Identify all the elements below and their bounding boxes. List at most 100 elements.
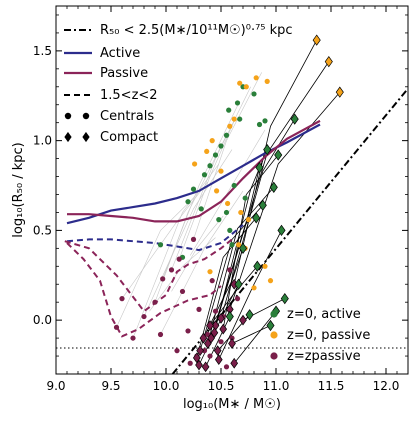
compact-track-line	[231, 325, 271, 344]
green-point	[242, 195, 248, 201]
compact-diamond-start	[253, 260, 262, 272]
x-tick-label: 11.5	[318, 379, 345, 393]
track-line	[116, 197, 194, 328]
compact-track-line	[207, 187, 275, 344]
green-point	[218, 143, 224, 149]
legend-label: Passive	[100, 66, 148, 81]
green-point	[198, 206, 204, 212]
purple-point	[176, 256, 182, 262]
track-line	[154, 135, 227, 303]
legend-label: Compact	[100, 130, 158, 145]
legend-diamond-marker	[82, 131, 90, 143]
purple-point	[174, 348, 180, 354]
compact-diamond-start	[266, 319, 275, 332]
green-point	[201, 172, 208, 178]
compact-diamond-start	[245, 309, 254, 321]
purple-point	[157, 331, 164, 338]
compact-track-line	[196, 217, 257, 358]
compact-track-line	[218, 230, 282, 360]
y-tick-label: 1.0	[33, 134, 52, 148]
x-axis-label: log₁₀(M∗ / M☉)	[183, 397, 281, 412]
compact-diamond-start	[324, 56, 333, 68]
legend-label: R₅₀ < 2.5(M∗/10¹¹M☉)⁰·⁷⁵ kpc	[100, 23, 293, 38]
compact-track-line	[233, 310, 277, 364]
compact-diamond-start	[280, 292, 289, 305]
track-line	[132, 163, 220, 339]
y-tick-label: 0.0	[33, 313, 52, 327]
orange-point	[245, 217, 252, 223]
purple-point	[152, 299, 158, 305]
purple-point	[212, 308, 219, 314]
purple-point	[223, 364, 230, 370]
compact-track-line	[199, 205, 264, 351]
purple-point	[201, 348, 208, 354]
compact-diamond-start	[225, 310, 234, 323]
green-point	[207, 163, 213, 169]
green-point	[234, 100, 241, 106]
orange-point	[251, 285, 257, 291]
orange-point	[192, 161, 198, 167]
compact-diamond-start	[252, 212, 261, 224]
orange-point	[253, 75, 259, 81]
green-point	[223, 209, 230, 216]
legend-orange-marker	[270, 331, 278, 339]
legend-purple-marker	[270, 352, 278, 360]
green-point	[237, 116, 243, 122]
orange-point	[218, 168, 224, 174]
compact-diamond-start	[290, 113, 299, 125]
compact-diamond-end	[239, 314, 247, 326]
purple-point	[130, 335, 136, 341]
green-point	[185, 199, 191, 205]
compact-diamond-start	[234, 278, 243, 290]
purple-point	[190, 236, 197, 242]
purple-point	[141, 313, 147, 320]
compact-diamond-end	[199, 332, 208, 344]
orange-point	[236, 242, 242, 248]
green-point	[229, 242, 235, 248]
purple-point	[207, 353, 213, 359]
purple-point	[229, 335, 235, 341]
compact-track-line	[220, 118, 296, 319]
purple-point	[113, 324, 120, 330]
compact-diamond-end	[219, 323, 228, 335]
compact-diamond-end	[217, 312, 225, 324]
green-point	[212, 152, 219, 158]
purple-point	[209, 278, 215, 284]
orange-point	[207, 269, 213, 275]
green-point	[256, 121, 263, 128]
green-point	[216, 217, 222, 223]
compact-diamond-end	[196, 345, 204, 357]
compact-diamond-start	[335, 86, 344, 98]
compact-diamond-end	[228, 338, 236, 349]
purple-point	[179, 288, 186, 295]
x-tick-label: 12.0	[373, 379, 400, 393]
compact-diamond-start	[263, 143, 272, 156]
orange-point	[225, 200, 231, 207]
legend-circle-marker	[64, 112, 72, 120]
orange-point	[262, 263, 268, 269]
compact-diamond-start	[277, 224, 286, 237]
compact-diamond-start	[238, 242, 248, 254]
x-tick-label: 9.0	[46, 379, 65, 393]
x-tick-label: 11.0	[263, 379, 290, 393]
track-line	[193, 72, 262, 240]
green-point	[190, 186, 197, 192]
orange-point	[243, 84, 249, 90]
green-point	[231, 182, 237, 189]
orange-point	[214, 188, 220, 194]
legend-diamond-marker	[64, 131, 72, 143]
compact-diamond-end	[214, 354, 223, 366]
compact-diamond-start	[312, 34, 321, 46]
legend-label: z=zpassive	[287, 349, 361, 364]
legend-label: Active	[100, 46, 140, 61]
track-line	[171, 86, 251, 271]
compact-diamond-end	[230, 357, 239, 369]
purple-point	[187, 360, 193, 366]
x-tick-label: 10.0	[153, 379, 180, 393]
orange-point	[209, 138, 215, 144]
purple-point	[218, 339, 224, 345]
orange-point	[231, 116, 237, 122]
compact-diamond-start	[255, 161, 264, 174]
green-point	[227, 227, 233, 233]
